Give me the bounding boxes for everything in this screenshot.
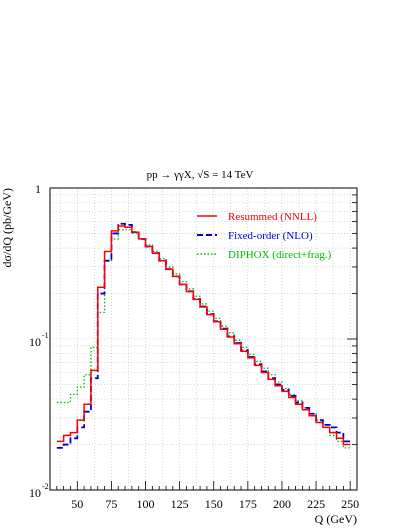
x-tick-label: 200 — [273, 497, 291, 511]
y-tick-mantissa: 10 — [29, 335, 41, 349]
legend-label-resummed: Resummed (NNLL) — [228, 211, 317, 223]
x-tick-label: 250 — [341, 497, 359, 511]
x-tick-label: 125 — [171, 497, 189, 511]
x-tick-label: 75 — [105, 497, 117, 511]
y-tick-mantissa: 1 — [35, 182, 41, 196]
series-line-0 — [56, 225, 351, 446]
x-tick-label: 225 — [307, 497, 325, 511]
y-tick-exponent: -2 — [42, 482, 49, 491]
legend-label-diphox: DIPHOX (direct+frag.) — [228, 249, 332, 261]
x-tick-label: 100 — [137, 497, 155, 511]
grid — [50, 188, 357, 490]
series-layer — [56, 222, 351, 449]
y-tick-label: 10 -2 — [29, 482, 49, 500]
chart-title: pp → γγX, √S = 14 TeV — [147, 169, 254, 181]
y-tick-label: 10 -1 — [29, 331, 49, 349]
x-tick-label: 150 — [205, 497, 223, 511]
legend: Resummed (NNLL) Fixed-order (NLO) DIPHOX… — [197, 211, 332, 261]
y-axis-label: dσ/dQ (pb/GeV) — [0, 188, 14, 267]
y-tick-exponent: -1 — [42, 331, 49, 340]
x-tick-label: 175 — [239, 497, 257, 511]
y-tick-label: 1 — [35, 182, 41, 196]
x-axis-label: Q (GeV) — [315, 512, 357, 526]
legend-label-fixed-order: Fixed-order (NLO) — [228, 230, 313, 242]
x-tick-label: 50 — [71, 497, 83, 511]
ticks — [56, 187, 357, 491]
y-tick-mantissa: 10 — [29, 486, 41, 500]
